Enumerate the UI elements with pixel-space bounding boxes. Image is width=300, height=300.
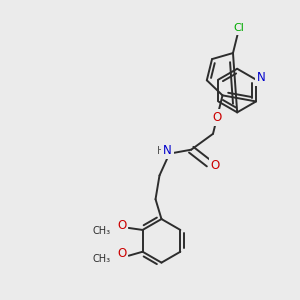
Text: CH₃: CH₃ — [93, 226, 111, 236]
Text: O: O — [210, 159, 220, 172]
Text: CH₃: CH₃ — [93, 254, 111, 264]
Text: H: H — [157, 146, 164, 156]
Text: Cl: Cl — [234, 23, 244, 33]
Text: O: O — [117, 247, 126, 260]
Text: N: N — [256, 71, 266, 84]
Text: O: O — [117, 220, 126, 232]
Text: N: N — [163, 144, 172, 157]
Text: O: O — [212, 111, 222, 124]
